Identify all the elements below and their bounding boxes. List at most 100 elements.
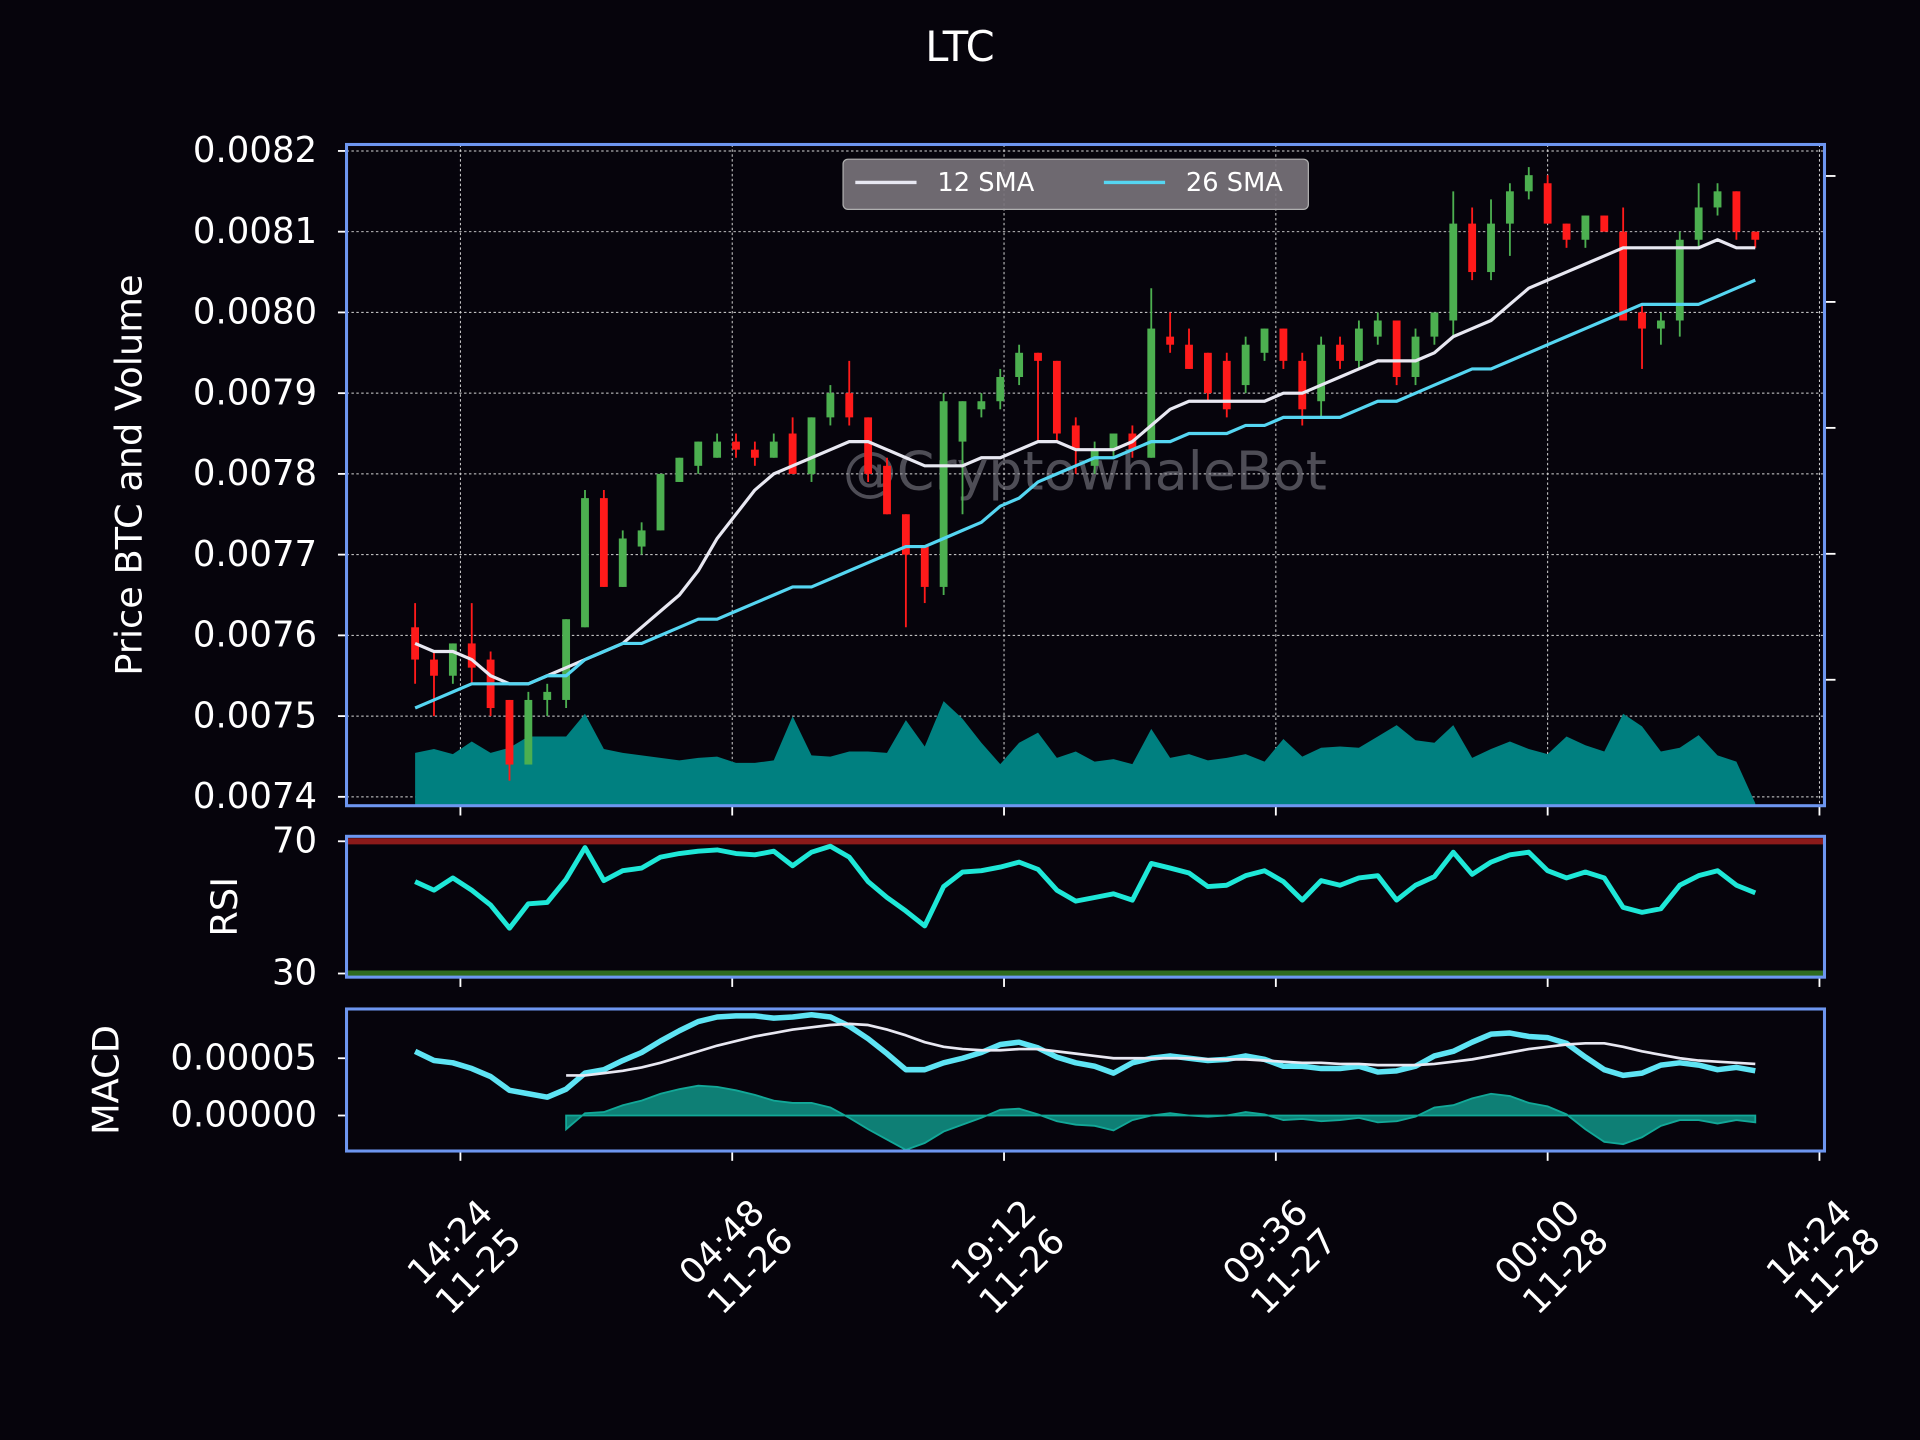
candle-body xyxy=(1694,207,1703,240)
candle-body xyxy=(467,643,476,668)
candle-body xyxy=(411,627,420,660)
candle-body xyxy=(1638,312,1646,329)
y-tick-label: 0.0076 xyxy=(193,615,317,656)
candle-body xyxy=(1298,360,1307,410)
candle-body xyxy=(1052,360,1061,434)
sma-line xyxy=(414,278,1756,710)
y-tick-label: 0.0075 xyxy=(193,695,317,736)
candle-body xyxy=(1336,344,1344,361)
candle-body xyxy=(750,449,759,458)
candle-body xyxy=(656,473,665,531)
chart-title: LTC xyxy=(925,22,995,71)
candle-body xyxy=(694,441,703,466)
candle-body xyxy=(1656,320,1665,329)
candle-body xyxy=(883,465,891,515)
legend-box xyxy=(842,158,1309,210)
candle-body xyxy=(1524,175,1533,192)
candle-body xyxy=(1468,223,1477,273)
candle-body xyxy=(1166,336,1175,345)
candle-body xyxy=(448,643,457,676)
y-tick-label: 0.0080 xyxy=(193,292,317,333)
candle-body xyxy=(1619,231,1628,321)
candle-body xyxy=(1543,183,1552,224)
y-axis-label: MACD xyxy=(84,1025,127,1135)
legend-label: 12 SMA xyxy=(937,168,1034,198)
candle-body xyxy=(807,417,816,474)
candle-body xyxy=(1185,344,1193,369)
y-tick-label: 0.0078 xyxy=(193,453,317,494)
y-tick-label: 0.00005 xyxy=(170,1037,317,1078)
candle-body xyxy=(430,659,438,676)
candle-body xyxy=(675,457,684,482)
candle-body xyxy=(1600,215,1609,232)
rsi-line xyxy=(414,843,1757,931)
candle-body xyxy=(1562,223,1571,240)
sma-line xyxy=(414,238,1756,686)
candle-body xyxy=(637,530,646,547)
candle-body xyxy=(1222,360,1231,410)
candle-body xyxy=(1260,328,1269,353)
candle-body xyxy=(1034,352,1042,361)
y-tick-label: 0.00000 xyxy=(170,1095,317,1136)
candle-body xyxy=(1581,215,1590,240)
candle-body xyxy=(505,699,514,765)
candle-body xyxy=(1505,191,1514,224)
candle-body xyxy=(562,619,571,700)
candle-body xyxy=(1317,344,1326,402)
candle-body xyxy=(1373,320,1382,337)
y-axis-label: Price BTC and Volume xyxy=(108,274,151,675)
candle-body xyxy=(769,441,778,458)
candle-body xyxy=(939,401,948,587)
signal-line xyxy=(566,1022,1756,1077)
panel-frame xyxy=(345,1007,1827,1153)
y-tick-label: 0.0079 xyxy=(193,372,317,413)
candle-body xyxy=(1487,223,1495,273)
candle-body xyxy=(1430,312,1439,337)
y-tick-label: 0.0077 xyxy=(193,534,317,575)
candle-body xyxy=(845,393,854,418)
y-tick-label: 30 xyxy=(272,953,317,994)
candle-body xyxy=(1241,344,1250,386)
candle-body xyxy=(1675,239,1684,321)
candle-body xyxy=(1354,328,1363,361)
volume-area xyxy=(415,701,1756,806)
panel-frame xyxy=(345,834,1827,979)
candle-body xyxy=(1713,191,1722,208)
candle-body xyxy=(543,691,552,700)
candle-body xyxy=(920,546,929,587)
candle-body xyxy=(618,538,627,587)
y-tick-label: 0.0074 xyxy=(193,776,317,817)
candle-body xyxy=(1015,352,1024,378)
candle-body xyxy=(1279,328,1288,361)
candle-body xyxy=(977,401,986,410)
candle-body xyxy=(1203,352,1212,394)
candle-body xyxy=(713,441,722,458)
candle-body xyxy=(826,393,835,418)
panel-frame xyxy=(345,142,1827,808)
legend-label: 26 SMA xyxy=(1186,168,1283,198)
candle-body xyxy=(1392,320,1401,378)
y-axis-label: RSI xyxy=(203,877,246,937)
candle-body xyxy=(901,514,910,555)
candle-body xyxy=(732,441,740,450)
candle-body xyxy=(599,498,608,587)
candle-body xyxy=(1449,223,1458,321)
y-tick-label: 70 xyxy=(272,821,317,862)
y-tick-label: 0.0081 xyxy=(193,211,317,252)
candle-body xyxy=(1071,425,1080,450)
candle-body xyxy=(864,417,873,474)
histogram-area xyxy=(565,1084,1757,1151)
candle-body xyxy=(1732,191,1741,232)
candle-body xyxy=(788,433,797,474)
candle-body xyxy=(524,699,533,765)
candle-body xyxy=(1751,231,1760,240)
y-tick-label: 0.0082 xyxy=(193,130,317,171)
candle-body xyxy=(996,377,1005,402)
candle-body xyxy=(1411,336,1420,378)
macd-line xyxy=(413,1011,1756,1100)
candle-body xyxy=(1109,433,1118,450)
candle-body xyxy=(581,498,589,628)
candle-body xyxy=(1147,328,1156,458)
